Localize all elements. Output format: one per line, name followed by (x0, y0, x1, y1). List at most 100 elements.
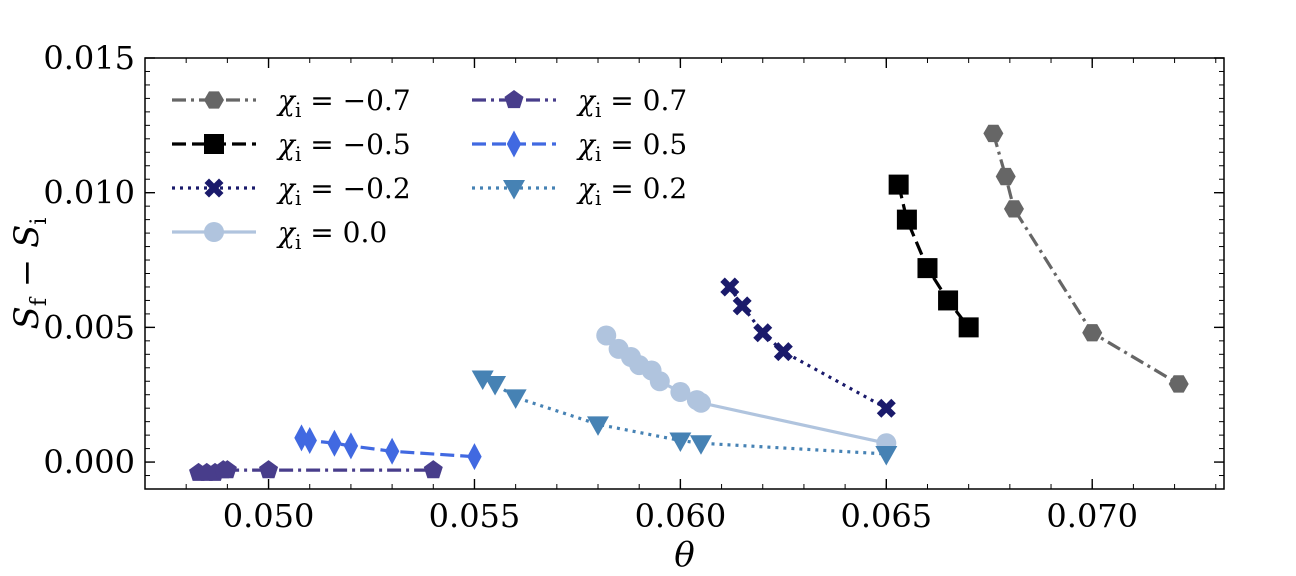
x-tick-label-2: 0.060 (635, 497, 727, 535)
x-tick-label-3: 0.065 (840, 497, 932, 535)
series-5-point-5 (467, 443, 482, 471)
legend-label-4: χi = 0.7 (576, 84, 687, 122)
legend-entry-1: χi = −0.5 (172, 128, 411, 166)
series-3-point-6 (670, 382, 691, 403)
legend-entry-5: χi = 0.5 (472, 128, 687, 166)
legend-label-1-sub: i (295, 142, 301, 166)
legend-label-5-sub: i (595, 142, 601, 166)
series-5-point-4 (384, 437, 400, 465)
series-4 (189, 460, 443, 481)
series-6-point-4 (669, 432, 692, 453)
series-6-point-6 (875, 445, 898, 466)
series-5 (294, 424, 482, 471)
series-0-point-3 (1082, 324, 1103, 342)
series-3-point-8 (690, 392, 711, 413)
series-6 (471, 370, 898, 466)
legend-swatch-marker-0 (204, 91, 224, 109)
y-tick-label-3: 0.015 (43, 39, 135, 77)
legend-label-5: χi = 0.5 (576, 128, 687, 166)
legend-label-6-value: 0.2 (643, 172, 688, 205)
legend-label-4-symbol: χ (576, 84, 597, 117)
legend-label-5-symbol: χ (576, 128, 597, 161)
y-tick-label-1: 0.005 (43, 308, 135, 346)
y-axis-title-minus: − (7, 248, 47, 298)
legend-label-6-symbol: χ (576, 172, 597, 205)
series-2 (720, 277, 896, 418)
legend-label-6: χi = 0.2 (576, 172, 687, 210)
series-4-point-5 (259, 460, 279, 479)
legend-label-3: χi = 0.0 (276, 216, 387, 254)
series-2-point-3 (773, 342, 793, 362)
series-5-point-3 (343, 432, 359, 460)
y-axis-title-main-2: S (7, 225, 47, 248)
series-6-point-0 (471, 370, 494, 391)
legend-label-0-value: −0.7 (343, 84, 411, 117)
series-6-point-5 (689, 435, 712, 455)
legend-entry-2: χi = −0.2 (172, 172, 411, 210)
y-tick-label-2: 0.010 (43, 174, 135, 212)
legend-label-0-eq: = (301, 84, 342, 117)
series-5-point-1 (302, 427, 317, 455)
legend-entry-3: χi = 0.0 (172, 216, 387, 254)
legend-label-1: χi = −0.5 (276, 128, 411, 166)
legend-label-0: χi = −0.7 (276, 84, 411, 122)
legend-label-2-eq: = (301, 172, 342, 205)
series-2-point-1 (732, 296, 752, 316)
series-2-point-4 (876, 398, 896, 418)
series-5-point-2 (327, 429, 342, 457)
series-0-point-0 (983, 124, 1004, 143)
series-2-point-2 (753, 323, 773, 343)
series-6-point-3 (587, 416, 610, 436)
series-1-point-3 (938, 290, 959, 311)
series-0-point-1 (995, 167, 1016, 186)
series-0-line (991, 132, 1180, 386)
series-1-point-1 (896, 209, 917, 230)
legend-label-6-eq: = (601, 172, 642, 205)
series-1-point-4 (958, 317, 979, 338)
series-0-point-2 (1003, 200, 1024, 218)
series-0 (983, 124, 1189, 393)
x-tick-label-0: 0.050 (223, 497, 315, 535)
series-6-point-2 (504, 389, 527, 409)
series-2-point-0 (720, 277, 740, 297)
legend-label-2: χi = −0.2 (276, 172, 411, 210)
legend-label-4-sub: i (595, 98, 601, 122)
legend-entry-6: χi = 0.2 (472, 172, 687, 210)
legend: χi = −0.7χi = −0.5χi = −0.2χi = 0.0χi = … (172, 84, 687, 254)
legend-swatch-marker-2 (204, 178, 224, 198)
series-3-point-0 (596, 325, 617, 346)
series-4-point-6 (423, 460, 443, 479)
series-6-point-1 (484, 375, 507, 396)
legend-label-3-value: 0.0 (343, 216, 388, 249)
x-axis-title: θ (674, 535, 694, 575)
legend-label-1-eq: = (301, 128, 342, 161)
legend-label-3-eq: = (301, 216, 342, 249)
legend-label-0-sub: i (295, 98, 301, 122)
series-0-point-4 (1168, 375, 1189, 393)
y-axis-title-main: S (7, 306, 47, 329)
legend-label-2-value: −0.2 (343, 172, 411, 205)
legend-label-2-sub: i (295, 186, 301, 210)
legend-swatch-marker-1 (204, 134, 224, 154)
series-1-point-0 (888, 174, 909, 195)
ticks-layer: 0.050 0.055 0.060 0.065 0.070 0.000 0.005 0.010… (43, 39, 1224, 535)
series-3-point-5 (649, 371, 670, 392)
x-tick-label-4: 0.070 (1046, 497, 1138, 535)
legend-label-2-symbol: χ (276, 172, 297, 205)
legend-entry-0: χi = −0.7 (172, 84, 411, 122)
legend-label-4-value: 0.7 (643, 84, 688, 117)
y-axis-title-sub-i: i (27, 218, 52, 225)
x-tick-label-1: 0.055 (429, 497, 521, 535)
legend-label-5-eq: = (601, 128, 642, 161)
legend-label-3-sub: i (295, 230, 301, 254)
series-4-point-4 (217, 460, 237, 479)
legend-entry-4: χi = 0.7 (472, 84, 687, 122)
y-axis-title: Sf − Si (7, 218, 52, 330)
legend-label-4-eq: = (601, 84, 642, 117)
legend-label-5-value: 0.5 (643, 128, 688, 161)
legend-swatch-marker-4 (504, 90, 524, 109)
legend-label-1-symbol: χ (276, 128, 297, 161)
legend-label-1-value: −0.5 (343, 128, 411, 161)
legend-swatch-marker-3 (204, 222, 224, 242)
